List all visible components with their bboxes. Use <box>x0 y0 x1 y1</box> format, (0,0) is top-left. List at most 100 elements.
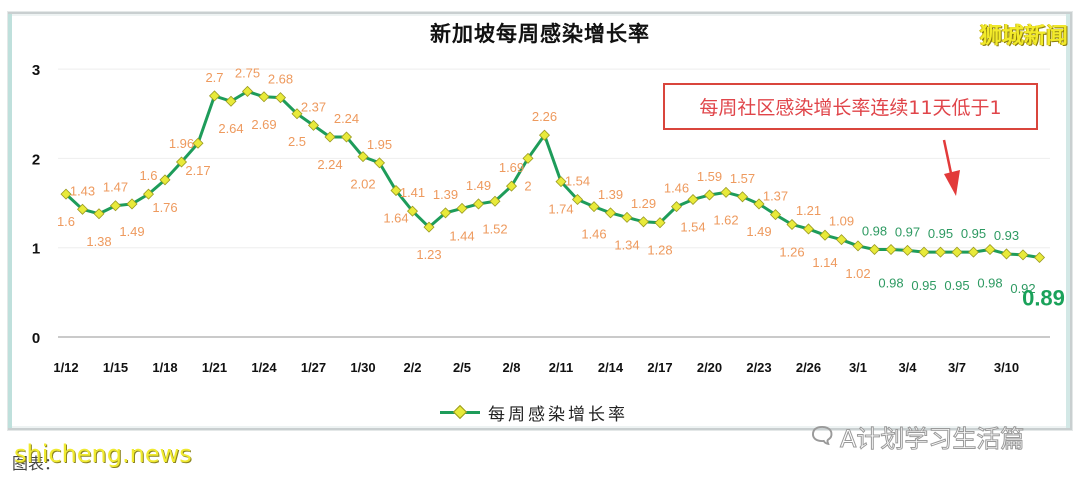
wechat-watermark-text: A计划学习生活篇 <box>839 425 1025 454</box>
data-label: 1.38 <box>86 234 111 249</box>
data-label: 1.39 <box>598 187 623 202</box>
data-label: 1.28 <box>647 243 672 258</box>
data-label: 2.7 <box>205 70 223 85</box>
data-label: 1.49 <box>119 224 144 239</box>
data-point-marker <box>472 198 485 210</box>
data-point-marker <box>505 180 518 192</box>
data-point-marker <box>687 193 699 205</box>
data-label: 1.46 <box>664 181 689 196</box>
data-label: 1.09 <box>829 214 854 229</box>
data-label: 0.92 <box>1010 281 1035 296</box>
data-label: 1.6 <box>139 168 157 183</box>
data-label: 0.95 <box>944 278 969 293</box>
data-point-marker <box>769 209 782 221</box>
data-label: 0.95 <box>928 226 953 241</box>
x-tick-label: 2/5 <box>453 360 471 375</box>
data-point-marker <box>208 90 221 102</box>
data-point-marker <box>159 174 171 186</box>
data-label: 1.52 <box>482 221 507 236</box>
data-point-marker <box>406 205 419 217</box>
annotation-text: 每周社区感染增长率连续11天低于1 <box>699 97 1002 119</box>
data-label: 1.43 <box>70 183 95 198</box>
data-label: 2.69 <box>251 117 276 132</box>
x-tick-label: 2/23 <box>746 360 771 375</box>
data-point-marker <box>1000 248 1013 260</box>
wechat-icon: 🗨 <box>808 424 837 450</box>
legend[interactable]: 每周感染增长率 <box>440 401 628 425</box>
data-point-marker <box>571 193 584 205</box>
data-label: 2.24 <box>334 111 359 126</box>
chart-title: 新加坡每周感染增长率 <box>430 22 650 46</box>
data-label: 2.5 <box>288 134 306 149</box>
data-point-marker <box>258 91 270 103</box>
data-point-marker <box>175 156 188 168</box>
wechat-watermark: 🗨 A计划学习生活篇 <box>808 419 1025 454</box>
x-tick-label: 1/30 <box>350 360 375 375</box>
data-label: 1.64 <box>383 211 408 226</box>
x-tick-label: 1/24 <box>251 360 277 375</box>
data-point-marker <box>60 188 72 200</box>
x-tick-label: 3/4 <box>898 360 917 375</box>
data-label: 1.49 <box>466 178 491 193</box>
chart-caption: 图表： <box>12 454 61 473</box>
data-label: 1.6 <box>57 214 75 229</box>
data-point-marker <box>357 151 369 163</box>
data-label: 1.21 <box>796 203 821 218</box>
legend-line-marker-icon <box>440 407 480 417</box>
series-line <box>60 85 1046 264</box>
data-label: 1.39 <box>433 187 458 202</box>
data-point-marker <box>76 203 89 215</box>
y-tick-label: 3 <box>32 62 40 79</box>
x-tick-label: 2/8 <box>502 360 520 375</box>
data-point-marker <box>307 119 320 131</box>
site-watermark: shicheng.news <box>14 440 192 468</box>
x-tick-label: 1/18 <box>152 360 177 375</box>
y-axis: 0 1 2 3 <box>32 62 40 347</box>
data-point-marker <box>802 223 815 235</box>
x-tick-label: 2/14 <box>598 360 624 375</box>
annotation-arrow-icon <box>942 139 960 196</box>
data-label: 1.96 <box>169 136 194 151</box>
data-label: 1.95 <box>367 137 392 152</box>
frame-resize-handle-left[interactable] <box>8 14 12 428</box>
data-label: 2.64 <box>218 121 243 136</box>
data-label: 2.24 <box>317 157 342 172</box>
data-label: 2.68 <box>268 72 293 87</box>
data-point-marker <box>835 234 848 246</box>
data-point-marker <box>852 240 864 252</box>
data-point-marker <box>967 246 980 258</box>
data-label: 1.41 <box>400 185 425 200</box>
data-label: 0.97 <box>895 224 920 239</box>
data-label: 1.62 <box>713 212 738 227</box>
data-point-marker <box>109 200 122 212</box>
legend-label: 每周感染增长率 <box>488 404 628 425</box>
data-point-marker <box>555 176 567 188</box>
data-point-marker <box>93 208 105 220</box>
x-axis: 1/12 1/15 1/18 1/21 1/24 1/27 1/30 2/2 2/5 2/8 2/1… <box>53 360 1019 375</box>
y-tick-label: 1 <box>32 241 40 258</box>
data-point-marker <box>621 211 633 223</box>
data-label: 2 <box>524 178 531 193</box>
data-label: 1.46 <box>581 227 606 242</box>
data-label: 1.57 <box>730 171 755 186</box>
x-tick-label: 2/20 <box>697 360 722 375</box>
x-tick-label: 3/10 <box>994 360 1019 375</box>
y-tick-label: 0 <box>32 330 40 347</box>
x-tick-label: 1/21 <box>202 360 227 375</box>
data-point-marker <box>538 129 551 141</box>
x-tick-label: 1/12 <box>53 360 78 375</box>
data-point-marker <box>934 246 947 258</box>
data-label: 0.95 <box>911 278 936 293</box>
data-point-marker <box>918 246 930 258</box>
data-label: 1.54 <box>680 219 705 234</box>
x-tick-label: 2/26 <box>796 360 821 375</box>
frame-resize-handle-right[interactable] <box>1066 14 1070 428</box>
data-point-marker <box>819 229 831 241</box>
data-label: 1.59 <box>697 169 722 184</box>
data-label: 0.89 <box>1022 286 1065 311</box>
x-tick-label: 2/11 <box>549 360 574 375</box>
data-point-marker <box>1033 252 1046 264</box>
data-point-marker <box>720 186 732 198</box>
data-label: 0.95 <box>961 226 986 241</box>
